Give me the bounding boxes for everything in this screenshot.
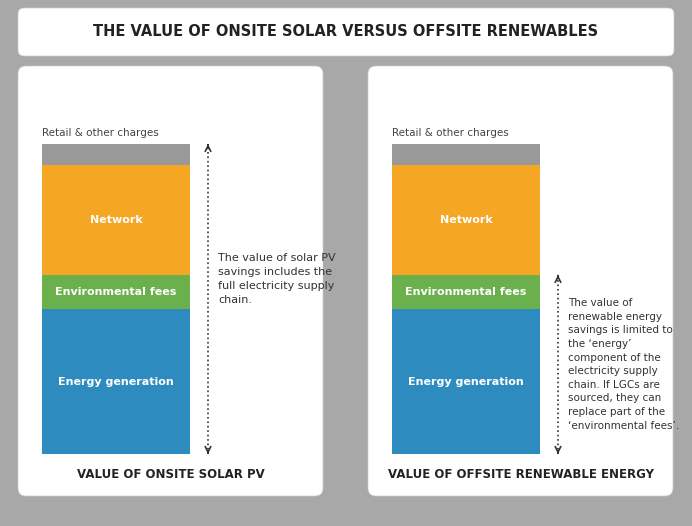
Bar [42, 275, 190, 309]
FancyBboxPatch shape [368, 66, 673, 496]
Text: VALUE OF ONSITE SOLAR PV: VALUE OF ONSITE SOLAR PV [77, 468, 264, 480]
Text: Network: Network [90, 215, 143, 225]
Text: Energy generation: Energy generation [408, 377, 524, 387]
Bar [42, 309, 190, 454]
Text: Retail & other charges: Retail & other charges [42, 128, 158, 138]
FancyBboxPatch shape [18, 8, 674, 56]
Text: The value of
renewable energy
savings is limited to
the ‘energy’
component of th: The value of renewable energy savings is… [568, 298, 680, 431]
Bar [392, 144, 540, 165]
Bar [392, 165, 540, 275]
FancyBboxPatch shape [18, 66, 323, 496]
Bar [42, 144, 190, 165]
Text: Network: Network [439, 215, 493, 225]
Bar [392, 309, 540, 454]
Text: VALUE OF OFFSITE RENEWABLE ENERGY: VALUE OF OFFSITE RENEWABLE ENERGY [388, 468, 653, 480]
Text: Environmental fees: Environmental fees [406, 287, 527, 297]
Text: THE VALUE OF ONSITE SOLAR VERSUS OFFSITE RENEWABLES: THE VALUE OF ONSITE SOLAR VERSUS OFFSITE… [93, 25, 599, 39]
Text: Environmental fees: Environmental fees [55, 287, 176, 297]
Text: Energy generation: Energy generation [58, 377, 174, 387]
Bar [42, 165, 190, 275]
Text: Retail & other charges: Retail & other charges [392, 128, 509, 138]
Text: The value of solar PV
savings includes the
full electricity supply
chain.: The value of solar PV savings includes t… [218, 253, 336, 305]
Bar [392, 275, 540, 309]
